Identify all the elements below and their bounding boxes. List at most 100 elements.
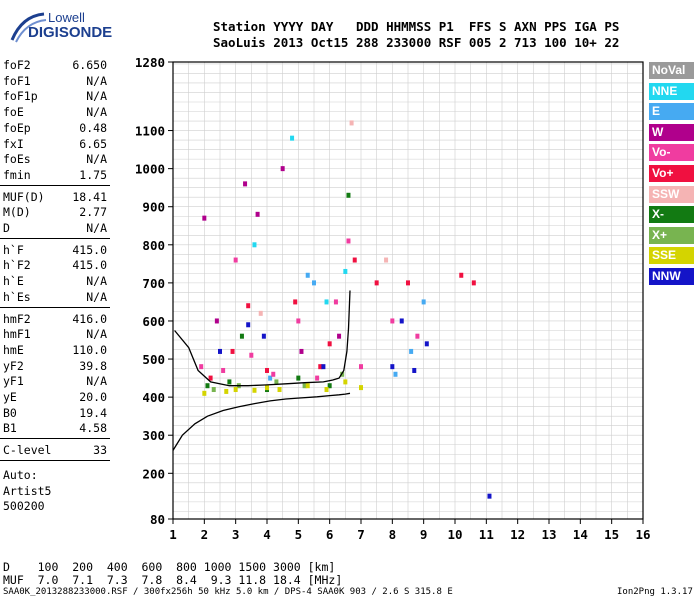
param-row: hmE 110.0 bbox=[3, 343, 107, 359]
echo-point-sse bbox=[305, 383, 310, 389]
param-name: D bbox=[3, 221, 10, 235]
echo-point-w bbox=[243, 181, 248, 187]
param-row: foF1p N/A bbox=[3, 89, 107, 105]
param-row: D N/A bbox=[3, 221, 107, 237]
echo-point-x- bbox=[346, 192, 351, 198]
echo-point-nnw bbox=[487, 493, 492, 499]
echo-point-sse bbox=[202, 390, 207, 396]
param-value: 2.77 bbox=[79, 205, 107, 220]
y-tick-label: 700 bbox=[142, 276, 165, 291]
echo-point-vo- bbox=[346, 238, 351, 244]
param-row: C-level 33 bbox=[3, 443, 107, 459]
echo-point-nnw bbox=[390, 364, 395, 370]
param-row: h`E N/A bbox=[3, 274, 107, 290]
param-value: 110.0 bbox=[72, 342, 107, 357]
echo-point-e bbox=[305, 272, 310, 278]
param-row: MUF(D) 18.41 bbox=[3, 190, 107, 206]
y-tick-label: 400 bbox=[142, 390, 165, 405]
legend-item-e: E bbox=[649, 103, 694, 121]
grid-lines bbox=[172, 62, 644, 519]
echo-point-vo- bbox=[359, 364, 363, 370]
echo-point-x- bbox=[296, 375, 301, 381]
logo-text-digisonde: DIGISONDE bbox=[28, 24, 113, 41]
param-separator bbox=[0, 438, 110, 440]
y-tick-label: 1280 bbox=[135, 55, 165, 70]
param-name: fmin bbox=[3, 167, 31, 182]
x-tick-label: 10 bbox=[447, 527, 462, 542]
param-value: 19.4 bbox=[79, 405, 107, 420]
param-value: 4.58 bbox=[79, 421, 107, 436]
param-row: h`Es N/A bbox=[3, 290, 107, 306]
y-tick-label: 80 bbox=[150, 512, 165, 527]
autoscaling-line: 500200 bbox=[3, 499, 45, 514]
echo-point-sse bbox=[359, 385, 363, 391]
param-value: N/A bbox=[86, 73, 107, 88]
param-value: 39.8 bbox=[79, 358, 107, 373]
param-name: B0 bbox=[3, 405, 17, 420]
param-row: fmin 1.75 bbox=[3, 168, 107, 184]
echo-point-vo- bbox=[293, 299, 298, 305]
x-tick-label: 16 bbox=[635, 527, 650, 542]
echo-point-vo- bbox=[374, 280, 379, 286]
param-value: 18.41 bbox=[72, 189, 107, 204]
param-value: 415.0 bbox=[72, 242, 107, 257]
x-tick-label: 2 bbox=[201, 527, 209, 542]
echo-point-sse bbox=[233, 387, 238, 393]
echo-point-e bbox=[409, 348, 414, 354]
param-name: h`Es bbox=[3, 289, 31, 304]
logo-text-lowell: Lowell bbox=[48, 10, 85, 25]
x-tick-label: 6 bbox=[326, 527, 334, 542]
param-name: foEs bbox=[3, 152, 31, 167]
echo-point-x- bbox=[211, 387, 216, 393]
param-name: MUF(D) bbox=[3, 189, 45, 204]
param-value: N/A bbox=[86, 274, 107, 289]
param-row: foF1 N/A bbox=[3, 74, 107, 90]
axes: 1 2 3 4 5 6 7 8 9 10 11 12 13 14 15 1680200300400500600… bbox=[135, 55, 651, 542]
header-row-values: SaoLuis 2013 Oct15 288 233000 RSF 005 2 … bbox=[213, 35, 620, 50]
echo-point-vo- bbox=[318, 364, 323, 370]
param-value: 6.65 bbox=[79, 136, 107, 151]
echo-point-w bbox=[214, 318, 219, 324]
param-name: yF2 bbox=[3, 358, 24, 373]
param-name: h`F2 bbox=[3, 258, 31, 273]
legend-item-vo-: Vo+ bbox=[649, 165, 694, 182]
param-separator bbox=[0, 459, 110, 461]
param-name: yE bbox=[3, 390, 17, 404]
echo-point-vo- bbox=[459, 272, 464, 278]
muf-frequency-row: MUF 7.0 7.1 7.3 7.8 8.4 9.3 11.8 18.4 [M… bbox=[3, 573, 343, 587]
param-name: h`E bbox=[3, 274, 24, 289]
y-tick-label: 300 bbox=[142, 428, 165, 443]
echo-point-w bbox=[299, 348, 304, 354]
param-row: B0 19.4 bbox=[3, 406, 107, 422]
y-tick-label: 600 bbox=[142, 314, 165, 329]
param-separator bbox=[0, 306, 110, 308]
param-row: M(D) 2.77 bbox=[3, 205, 107, 221]
echo-point-vo- bbox=[265, 367, 269, 373]
echo-point-sse bbox=[324, 387, 329, 393]
param-value: N/A bbox=[86, 89, 107, 104]
legend-item-x-: X+ bbox=[649, 226, 694, 244]
param-value: 416.0 bbox=[72, 311, 107, 326]
param-value: 0.48 bbox=[79, 120, 107, 135]
param-name: foEp bbox=[3, 120, 31, 135]
echo-point-vo- bbox=[199, 364, 204, 370]
param-row: yF1 N/A bbox=[3, 374, 107, 390]
echo-point-vo- bbox=[249, 352, 254, 358]
param-value: 33 bbox=[93, 443, 107, 458]
echo-point-x- bbox=[205, 383, 210, 389]
param-name: yF1 bbox=[3, 374, 24, 389]
param-name: hmF1 bbox=[3, 327, 31, 342]
profile-curve bbox=[172, 392, 351, 451]
footer-file-info: SAA0K_2013288233000.RSF / 300fx256h 50 k… bbox=[3, 587, 453, 597]
echo-point-x- bbox=[274, 379, 279, 385]
param-row: yF2 39.8 bbox=[3, 359, 107, 375]
param-name: hmE bbox=[3, 342, 24, 357]
echo-point-sse bbox=[252, 387, 257, 393]
param-separator bbox=[0, 237, 110, 239]
x-tick-label: 5 bbox=[295, 527, 303, 542]
echo-point-nne bbox=[290, 135, 295, 141]
x-tick-label: 7 bbox=[357, 527, 365, 542]
echo-point-vo- bbox=[327, 341, 332, 347]
echo-point-vo- bbox=[233, 257, 238, 263]
